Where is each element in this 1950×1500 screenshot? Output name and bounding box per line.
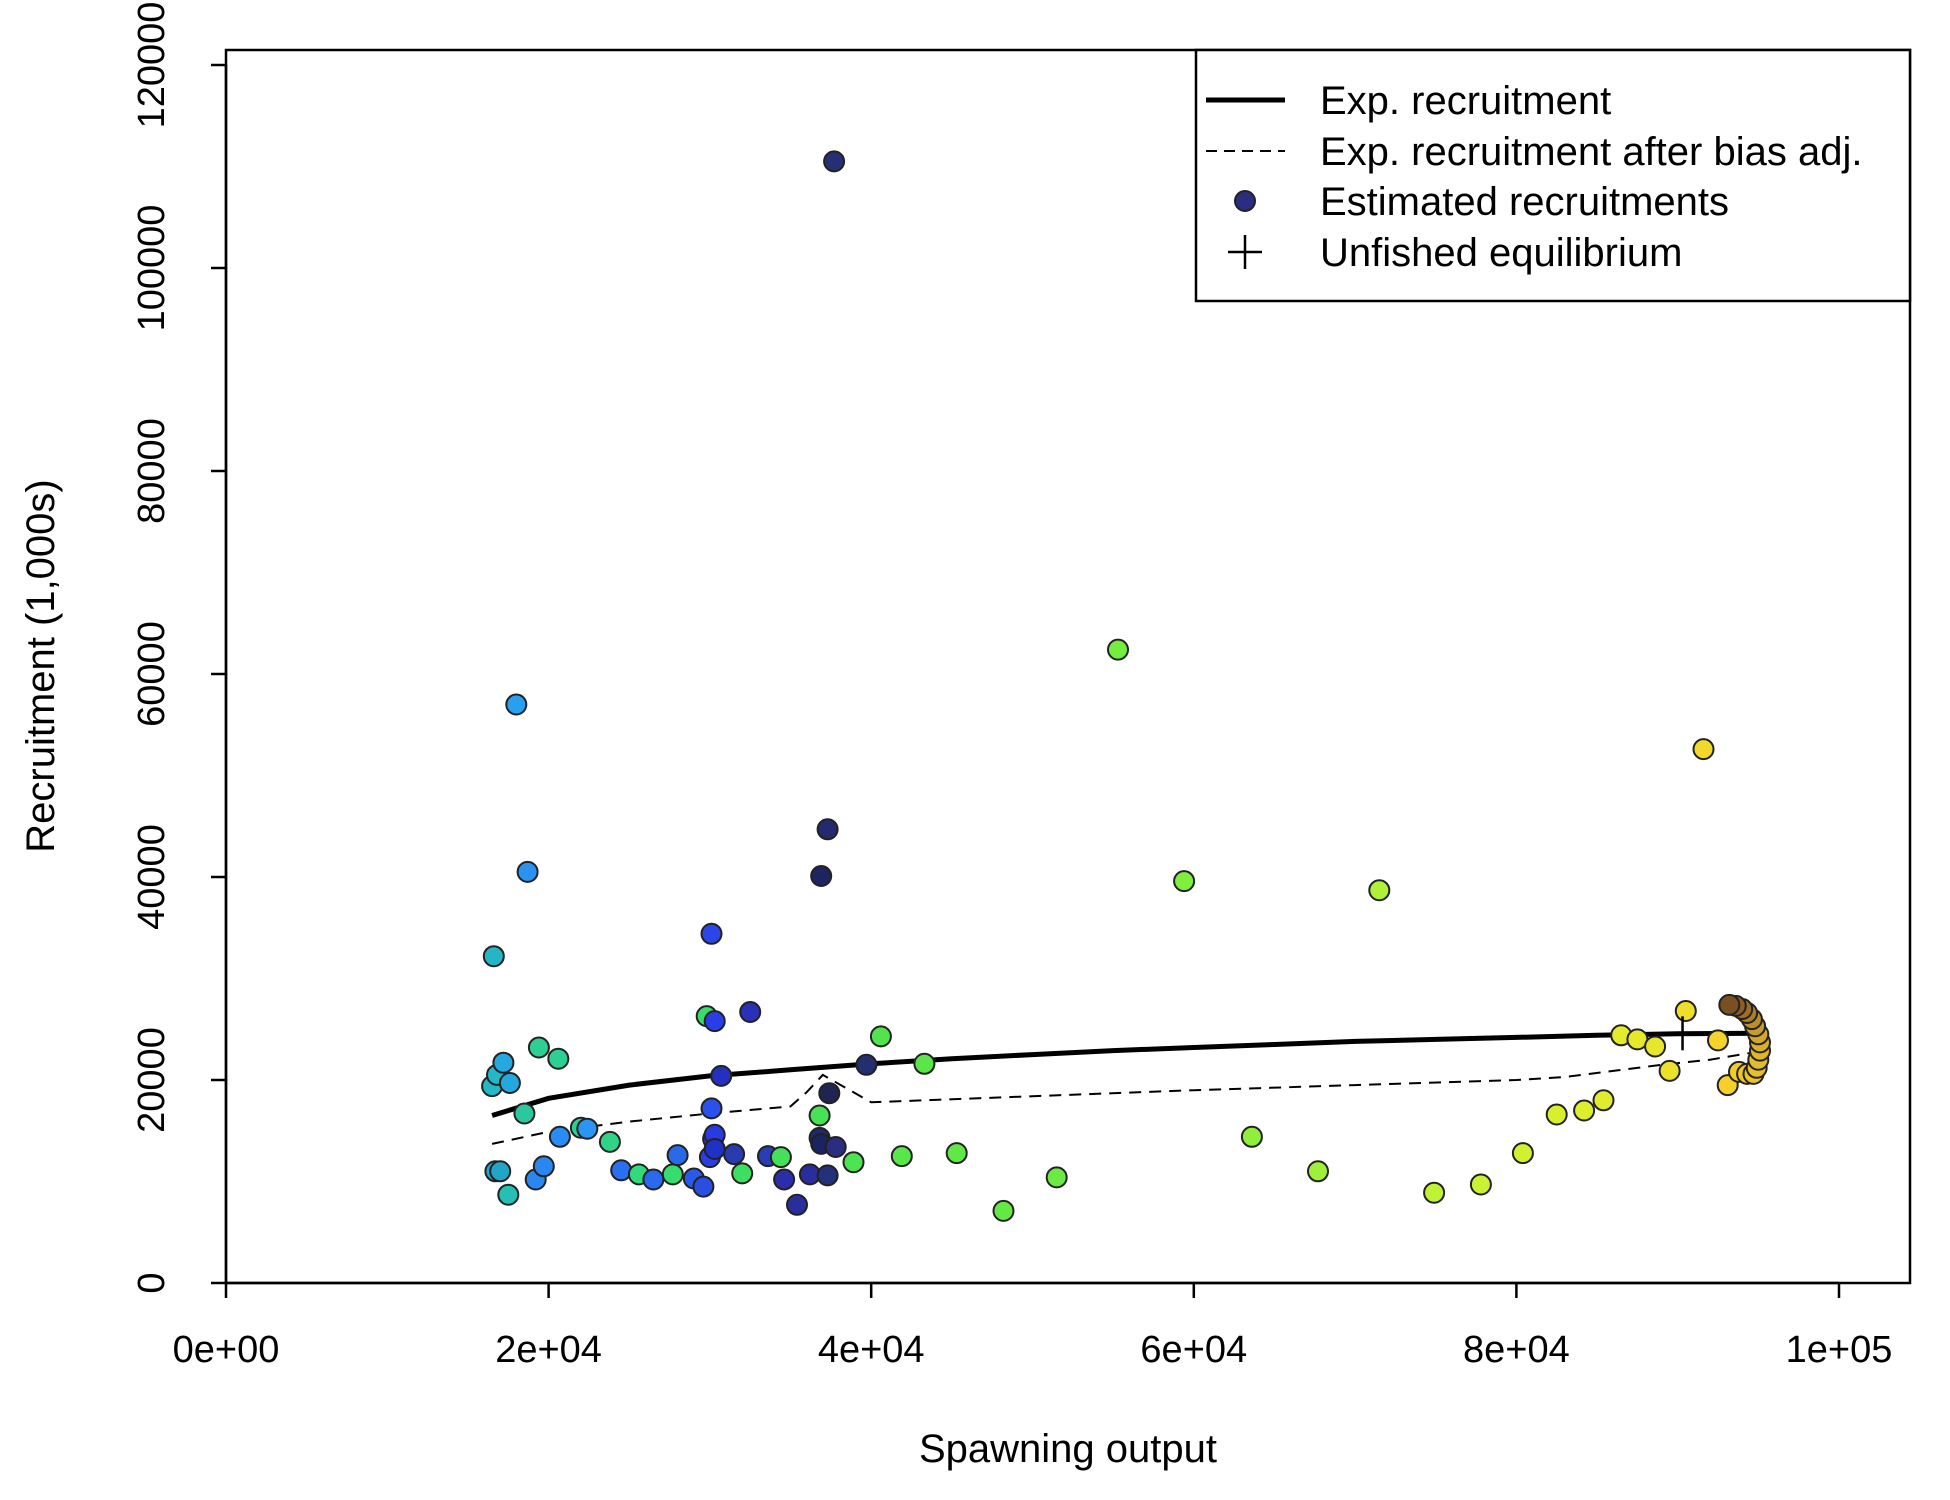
y-tick-label: 20000 — [131, 1027, 173, 1133]
legend-plus-icon — [1228, 235, 1262, 269]
recruitment-point — [532, 1155, 555, 1178]
recruitment-point — [1423, 1181, 1446, 1204]
recruitment-point — [1511, 1142, 1534, 1165]
recruitment-point — [710, 1064, 733, 1087]
recruitment-point — [786, 1193, 808, 1216]
legend-point-icon — [1234, 190, 1256, 212]
recruitment-point — [723, 1143, 746, 1166]
y-axis: 0 20000 40000 60000 80000 100000 120000 — [131, 2, 228, 1294]
exp-recruitment-bias-adj-line — [491, 1050, 1759, 1145]
recruitment-point — [1307, 1160, 1329, 1183]
recruitment-point — [824, 1136, 847, 1158]
recruitment-point — [642, 1168, 665, 1191]
recruitment-point — [992, 1199, 1015, 1222]
recruitment-point — [700, 1097, 723, 1120]
legend-label-exp-recruitment-bias-adj: Exp. recruitment after bias adj. — [1320, 130, 1862, 174]
legend-label-unfished-equilibrium: Unfished equilibrium — [1320, 231, 1682, 275]
recruitment-point — [1107, 638, 1129, 661]
y-tick-label: 100000 — [131, 205, 173, 332]
legend: Exp. recruitment Exp. recruitment after … — [1194, 48, 1912, 303]
recruitment-point — [1368, 879, 1391, 902]
recruitment-point — [1469, 1173, 1492, 1196]
x-tick-label: 2e+04 — [495, 1329, 602, 1371]
recruitment-point — [598, 1130, 621, 1153]
recruitment-point — [505, 693, 528, 716]
recruitment-point — [842, 1151, 865, 1174]
recruitment-point — [769, 1146, 792, 1169]
recruitment-point — [1573, 1099, 1596, 1122]
recruitment-point — [513, 1102, 536, 1125]
recruitment-point — [823, 150, 846, 173]
y-tick-label: 0 — [131, 1272, 173, 1293]
recruitment-point — [666, 1144, 689, 1167]
recruitment-point — [497, 1183, 520, 1206]
x-tick-label: 4e+04 — [818, 1329, 925, 1371]
x-axis: 0e+00 2e+04 4e+04 6e+04 8e+04 1e+05 — [173, 1281, 1893, 1371]
recruitment-point — [703, 1010, 726, 1033]
legend-box — [1194, 48, 1912, 303]
plot-area — [481, 150, 1771, 1222]
y-tick-label: 120000 — [131, 2, 173, 129]
recruitment-point — [489, 1160, 512, 1183]
y-tick-label: 80000 — [131, 418, 173, 524]
recruitment-point — [527, 1036, 550, 1059]
recruitment-point — [1240, 1125, 1263, 1148]
y-tick-label: 60000 — [131, 621, 173, 727]
recruitment-point — [810, 865, 833, 887]
recruitment-point — [1545, 1103, 1568, 1126]
recruitment-point — [869, 1025, 892, 1048]
recruitment-point — [890, 1145, 913, 1168]
recruitment-point — [816, 818, 839, 841]
legend-label-exp-recruitment: Exp. recruitment — [1320, 79, 1611, 123]
x-axis-title: Spawning output — [919, 1427, 1217, 1471]
recruitment-point — [1644, 1035, 1667, 1058]
recruitment-point — [700, 922, 723, 945]
recruitment-point — [1718, 993, 1741, 1016]
recruitment-point — [855, 1053, 878, 1076]
recruitment-point — [1707, 1029, 1729, 1052]
recruitment-point — [773, 1168, 796, 1191]
y-axis-title: Recruitment (1,000s) — [19, 479, 63, 852]
recruitment-point — [818, 1082, 841, 1105]
x-tick-label: 8e+04 — [1463, 1329, 1570, 1371]
recruitment-point — [945, 1142, 968, 1165]
recruitment-point — [739, 1001, 762, 1023]
recruitment-point — [1674, 1000, 1697, 1022]
recruitment-point — [1658, 1059, 1681, 1082]
legend-label-estimated-recruitments: Estimated recruitments — [1320, 180, 1729, 224]
recruitment-point — [808, 1104, 831, 1127]
x-tick-label: 6e+04 — [1140, 1329, 1247, 1371]
recruitment-point — [703, 1138, 726, 1160]
recruitment-point — [731, 1162, 754, 1185]
recruitment-point — [482, 945, 505, 968]
y-tick-label: 40000 — [131, 824, 173, 930]
x-tick-label: 1e+05 — [1786, 1329, 1893, 1371]
recruitment-point — [692, 1175, 715, 1198]
x-tick-label: 0e+00 — [173, 1329, 280, 1371]
unfished-equilibrium-marker — [1665, 1016, 1700, 1051]
recruitment-point — [913, 1052, 936, 1075]
recruitment-point — [547, 1047, 570, 1070]
recruitment-point — [610, 1159, 633, 1182]
recruitment-point — [1173, 870, 1196, 893]
recruitment-point — [1045, 1166, 1068, 1189]
recruitment-point — [816, 1164, 839, 1187]
recruitment-point — [492, 1051, 515, 1074]
recruitment-point — [548, 1125, 571, 1148]
recruitment-point — [661, 1163, 684, 1186]
recruitment-point — [576, 1117, 599, 1140]
recruitment-point — [1692, 738, 1715, 761]
recruitment-point — [516, 860, 539, 883]
exp-recruitment-line — [491, 1030, 1759, 1118]
recruitment-point — [498, 1072, 521, 1094]
recruitment-point — [1592, 1089, 1615, 1112]
